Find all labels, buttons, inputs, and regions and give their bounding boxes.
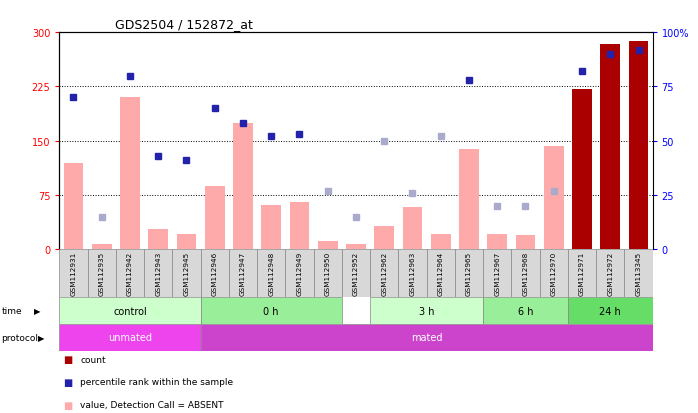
Bar — [483, 297, 568, 324]
Bar — [455, 250, 483, 297]
Text: control: control — [113, 306, 147, 316]
Bar — [59, 297, 200, 324]
Text: GSM112948: GSM112948 — [268, 251, 274, 295]
Bar — [403, 208, 422, 250]
Bar — [342, 250, 370, 297]
Text: protocol: protocol — [1, 333, 38, 342]
Bar — [318, 241, 338, 250]
Text: ▶: ▶ — [34, 306, 40, 315]
Bar — [92, 244, 112, 250]
Bar — [59, 324, 200, 351]
Text: 0 h: 0 h — [263, 306, 279, 316]
Bar — [512, 250, 540, 297]
Bar — [540, 250, 568, 297]
Text: ■: ■ — [63, 354, 72, 364]
Text: GSM112945: GSM112945 — [184, 251, 189, 295]
Text: GSM112967: GSM112967 — [494, 251, 500, 295]
Bar — [568, 250, 596, 297]
Bar — [483, 250, 512, 297]
Bar — [59, 250, 87, 297]
Text: GSM112931: GSM112931 — [70, 251, 77, 295]
Text: percentile rank within the sample: percentile rank within the sample — [80, 377, 233, 387]
Bar — [346, 244, 366, 250]
Text: GSM113345: GSM113345 — [635, 251, 641, 295]
Text: 6 h: 6 h — [518, 306, 533, 316]
Bar — [233, 123, 253, 250]
Bar — [572, 90, 592, 250]
Bar — [629, 42, 648, 250]
Bar — [374, 227, 394, 250]
Bar — [229, 250, 257, 297]
Text: GSM112968: GSM112968 — [523, 251, 528, 295]
Bar — [200, 250, 229, 297]
Bar — [596, 250, 625, 297]
Bar — [172, 250, 200, 297]
Bar — [290, 203, 309, 250]
Bar — [399, 250, 426, 297]
Text: GSM112935: GSM112935 — [98, 251, 105, 295]
Bar — [257, 250, 285, 297]
Bar — [144, 250, 172, 297]
Bar — [370, 250, 399, 297]
Bar — [285, 250, 313, 297]
Text: unmated: unmated — [108, 332, 152, 343]
Text: GSM112952: GSM112952 — [353, 251, 359, 295]
Bar — [487, 234, 507, 250]
Bar — [544, 147, 563, 250]
Bar — [568, 297, 653, 324]
Bar — [313, 250, 342, 297]
Text: GSM112965: GSM112965 — [466, 251, 472, 295]
Text: GSM112970: GSM112970 — [551, 251, 557, 295]
Bar — [205, 186, 225, 250]
Text: GDS2504 / 152872_at: GDS2504 / 152872_at — [115, 17, 253, 31]
Bar — [87, 250, 116, 297]
Text: value, Detection Call = ABSENT: value, Detection Call = ABSENT — [80, 400, 224, 409]
Text: 24 h: 24 h — [600, 306, 621, 316]
Text: GSM112943: GSM112943 — [155, 251, 161, 295]
Text: GSM112963: GSM112963 — [410, 251, 415, 295]
Text: ■: ■ — [63, 400, 72, 410]
Bar — [370, 297, 483, 324]
Text: ■: ■ — [63, 377, 72, 387]
Bar — [625, 250, 653, 297]
Bar — [459, 150, 479, 250]
Text: mated: mated — [411, 332, 443, 343]
Text: GSM112942: GSM112942 — [127, 251, 133, 295]
Bar — [116, 250, 144, 297]
Text: GSM112947: GSM112947 — [240, 251, 246, 295]
Bar — [200, 297, 342, 324]
Text: GSM112946: GSM112946 — [211, 251, 218, 295]
Bar — [177, 234, 196, 250]
Text: GSM112950: GSM112950 — [325, 251, 331, 295]
Text: GSM112971: GSM112971 — [579, 251, 585, 295]
Text: GSM112949: GSM112949 — [297, 251, 302, 295]
Bar — [148, 230, 168, 250]
Text: time: time — [1, 306, 22, 315]
Text: count: count — [80, 355, 106, 364]
Bar — [431, 234, 451, 250]
Text: GSM112964: GSM112964 — [438, 251, 444, 295]
Text: GSM112962: GSM112962 — [381, 251, 387, 295]
Text: 3 h: 3 h — [419, 306, 434, 316]
Bar — [426, 250, 455, 297]
Bar — [64, 163, 83, 250]
Bar — [120, 98, 140, 250]
Bar — [516, 235, 535, 250]
Bar — [261, 205, 281, 250]
Bar — [600, 45, 620, 250]
Text: ▶: ▶ — [38, 333, 45, 342]
Bar — [200, 324, 653, 351]
Text: GSM112972: GSM112972 — [607, 251, 614, 295]
